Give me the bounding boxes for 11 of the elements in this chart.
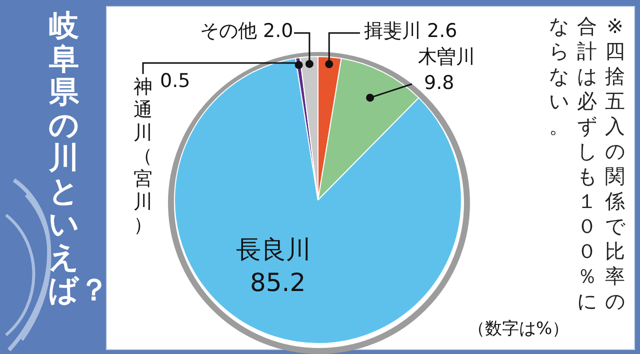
data-label: 9.8 [424,72,454,95]
slice-label: 揖斐川 2.6 [364,20,458,43]
text: ※四捨五入の関係で比率の合計は必ずしも１００％にならない。 [549,14,625,313]
slice-label: 木曽川 [418,46,475,69]
data-label: 0.5 [160,70,190,93]
data-label: 85.2 [250,268,306,298]
slice-label: 長良川 [236,235,311,265]
text: （数字は%） [468,318,570,341]
slice-label: その他 2.0 [200,20,294,43]
slice-label: 神通川（宮川） [132,76,154,237]
chart-title: 岐阜県の川といえば？ [48,9,109,308]
